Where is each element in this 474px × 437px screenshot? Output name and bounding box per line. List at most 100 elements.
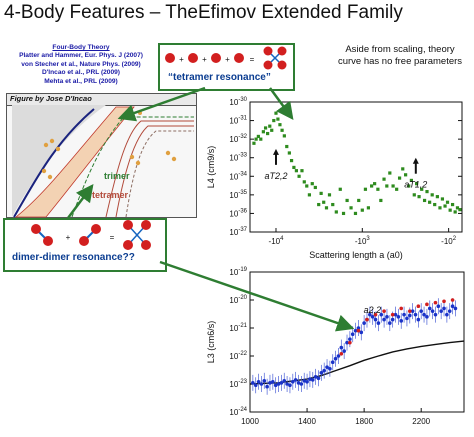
- data-point: [289, 158, 294, 163]
- diagram-threshold-curve: [13, 108, 95, 218]
- atom-cluster-icon: [135, 160, 141, 166]
- references-heading: Four-Body Theory: [52, 44, 110, 51]
- data-point: [410, 309, 415, 313]
- data-point: [339, 351, 344, 356]
- data-point: [391, 184, 395, 188]
- trimer-label: trimer: [104, 171, 130, 181]
- data-point: [259, 137, 263, 141]
- data-point: [442, 306, 446, 311]
- data-point: [265, 384, 269, 389]
- data-point: [382, 317, 386, 322]
- data-point: [322, 368, 326, 373]
- x-tick-label: 1000: [241, 417, 259, 426]
- data-point: [302, 379, 307, 383]
- data-point: [399, 319, 404, 323]
- data-point: [438, 206, 442, 210]
- y-tick-label: 10-24: [229, 407, 247, 417]
- data-point: [282, 379, 287, 383]
- annotation-arrowhead: [272, 148, 279, 155]
- data-point: [433, 300, 438, 305]
- data-point: [330, 360, 335, 365]
- dimer-equation: + =: [31, 220, 151, 250]
- y-tick-label: 10-37: [229, 227, 247, 237]
- data-point: [416, 317, 421, 322]
- data-point: [376, 321, 381, 325]
- data-point: [425, 189, 429, 194]
- data-point: [305, 184, 309, 188]
- data-point: [336, 354, 341, 358]
- data-point: [450, 202, 455, 207]
- data-point: [300, 169, 304, 173]
- data-point: [450, 304, 455, 309]
- data-point: [288, 383, 292, 388]
- data-point: [448, 208, 452, 212]
- data-point: [363, 187, 368, 191]
- y-tick-label: 10-32: [229, 134, 247, 144]
- data-point: [285, 144, 289, 149]
- data-point: [253, 383, 258, 388]
- data-point: [299, 382, 304, 386]
- page-title: 4-Body Features – TheEfimov Extended Fam…: [4, 2, 403, 23]
- y-tick-label: 10-21: [229, 323, 247, 333]
- data-point: [439, 309, 443, 313]
- atom-cluster-icon: [49, 138, 55, 144]
- data-point: [356, 328, 361, 333]
- data-point: [252, 141, 256, 145]
- data-point: [338, 187, 342, 191]
- data-point: [385, 184, 389, 188]
- data-point: [379, 312, 384, 317]
- data-point: [270, 128, 274, 132]
- tetramer-label: tetramer: [92, 190, 129, 200]
- data-point: [313, 375, 318, 379]
- data-point: [271, 379, 275, 384]
- data-point: [365, 317, 369, 322]
- data-point: [341, 211, 346, 216]
- data-point: [396, 315, 401, 319]
- data-point: [453, 210, 457, 214]
- data-point: [445, 200, 450, 204]
- data-point: [447, 309, 452, 313]
- data-point: [373, 317, 378, 322]
- data-point: [373, 312, 378, 317]
- data-point: [313, 185, 317, 190]
- data-point: [399, 306, 404, 311]
- data-point: [263, 126, 268, 130]
- y-tick-label: 10-19: [229, 267, 247, 277]
- data-point: [334, 210, 338, 214]
- data-point: [273, 383, 278, 388]
- data-point: [382, 177, 386, 181]
- atom-cluster-icon: [138, 111, 142, 115]
- data-point: [405, 316, 409, 321]
- data-point: [425, 302, 429, 307]
- x-tick-label: 1400: [298, 417, 316, 426]
- data-point: [310, 182, 314, 186]
- data-point: [407, 184, 411, 188]
- data-point: [419, 309, 423, 313]
- data-point: [348, 337, 352, 341]
- data-point: [282, 134, 286, 138]
- data-point: [393, 312, 398, 317]
- atom-icon: [123, 240, 133, 250]
- diagram-curve: [105, 120, 194, 218]
- figure-credit: Figure by Jose D'Incao: [10, 94, 92, 103]
- data-point: [455, 206, 460, 210]
- x-tick-label: 1800: [355, 417, 373, 426]
- data-point: [353, 211, 358, 216]
- atom-icon: [79, 236, 89, 246]
- data-point: [436, 304, 441, 309]
- atom-cluster-icon: [43, 142, 49, 148]
- x-tick-label: -102: [441, 236, 457, 246]
- equals-symbol: =: [250, 55, 255, 64]
- atom-icon: [91, 224, 101, 234]
- data-point: [370, 184, 374, 188]
- data-point: [296, 381, 301, 385]
- data-point: [251, 381, 255, 385]
- data-point: [373, 182, 377, 186]
- data-point: [291, 379, 295, 384]
- data-point: [310, 378, 315, 382]
- annotation-label: a2,2: [364, 305, 382, 315]
- data-point: [287, 151, 291, 155]
- data-point: [440, 197, 445, 201]
- data-point: [370, 315, 375, 319]
